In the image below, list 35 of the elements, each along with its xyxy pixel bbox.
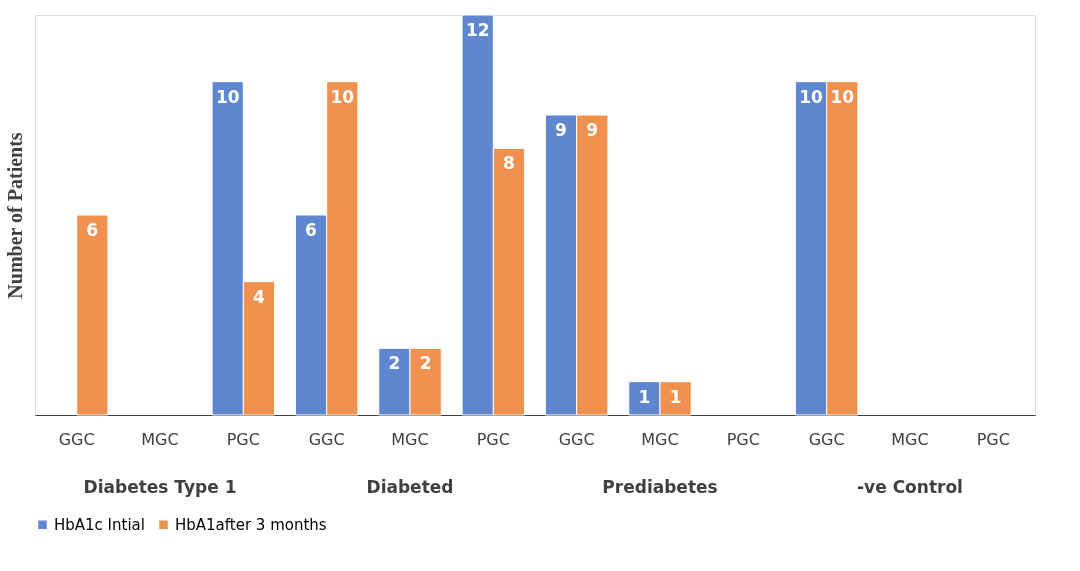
text: -ve Control <box>857 477 963 497</box>
data-label: 12 <box>465 20 490 40</box>
x-tick-label: GGC <box>58 429 95 449</box>
x-tick-label: MGC <box>891 429 929 449</box>
data-label: 6 <box>305 220 317 240</box>
data-label: 1 <box>638 386 651 407</box>
data-label: 8 <box>503 153 515 174</box>
x-tick-label: PGC <box>726 429 760 449</box>
x-tick-label: PGC <box>976 429 1010 449</box>
data-label: 6 <box>86 220 99 240</box>
data-label: 1 <box>669 386 682 407</box>
x-tick-label: MGC <box>141 429 179 449</box>
x-tick-label: GGC <box>558 429 595 449</box>
data-label: 10 <box>799 86 824 107</box>
data-label: 9 <box>555 120 567 140</box>
data-label: 2 <box>419 353 432 374</box>
data-label: 2 <box>388 353 401 374</box>
data-label: 9 <box>586 120 599 140</box>
x-tick-label: PGC <box>476 429 510 449</box>
text: Diabeted <box>366 477 454 497</box>
data-label: 10 <box>330 86 355 107</box>
x-tick-label: GGC <box>308 429 345 449</box>
x-tick-label: PGC <box>226 429 260 449</box>
bar <box>76 214 109 416</box>
data-label: 10 <box>215 86 240 107</box>
data-label: 4 <box>253 286 266 307</box>
legend-label: HbA1after 3 months <box>175 515 327 534</box>
x-tick-label: GGC <box>808 429 845 449</box>
legend-label: HbA1c Intial <box>54 515 145 534</box>
text: Diabetes Type 1 <box>83 477 237 497</box>
x-tick-label: MGC <box>391 429 429 449</box>
x-tick-label: MGC <box>641 429 679 449</box>
data-label: 10 <box>830 86 855 107</box>
text: Prediabetes <box>602 477 718 497</box>
y-axis-title: Number of Patients <box>3 132 26 299</box>
